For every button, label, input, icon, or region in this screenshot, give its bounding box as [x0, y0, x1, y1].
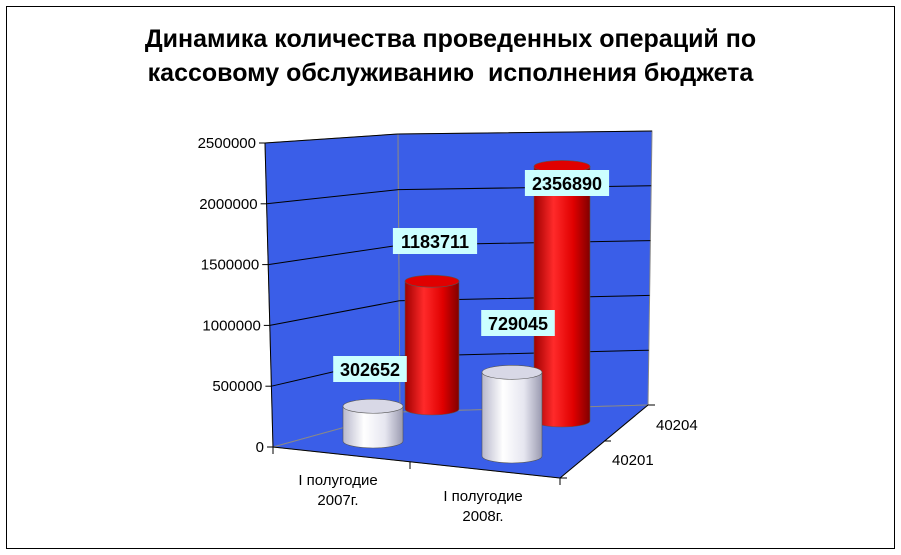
bar-40201-1: [342, 398, 404, 449]
bar-40201-1-body: [342, 405, 404, 449]
series-label-40204: 40204: [656, 417, 698, 434]
data-label-40204-1: 1183711: [401, 232, 469, 252]
y-tick-label: 1500000: [201, 257, 259, 274]
data-labels: 302652 729045 1183711 2356890: [333, 170, 610, 382]
bar-40204-1-top: [404, 274, 460, 288]
bar-40201-1-top: [342, 398, 404, 414]
bars: [342, 160, 591, 464]
bar-40204-1: [404, 274, 460, 416]
axes: [259, 142, 655, 485]
series-label-40201: 40201: [612, 452, 654, 469]
chart-title-line-1: Динамика количества проведенных операций…: [144, 25, 757, 53]
data-label-40204-2: 2356890: [532, 174, 602, 194]
y-tick-label: 0: [256, 439, 264, 456]
data-label-bg: [333, 356, 407, 382]
data-label-bg: [524, 170, 610, 196]
data-label-bg: [392, 228, 478, 254]
x-axis: [272, 446, 561, 479]
tick-labels: 0 500000 1000000 1500000 2000000 2500000 I пол…: [198, 135, 698, 525]
bar-40204-1-body: [404, 280, 460, 416]
bar-40204-2-body: [533, 166, 591, 428]
data-label-40201-2: 729045: [488, 314, 548, 334]
y-tick-label: 500000: [212, 378, 262, 395]
chart-title: Динамика количества проведенных операций…: [0, 22, 901, 90]
y-tick-label: 2000000: [199, 196, 257, 213]
bar-40201-2: [481, 365, 543, 464]
gridline: [264, 130, 653, 144]
category-label: I полугодие: [298, 472, 377, 489]
y-axis: [264, 142, 274, 448]
bar-40201-2-top: [481, 365, 543, 380]
y-tick-label: 2500000: [198, 135, 256, 152]
data-label-bg: [481, 310, 555, 336]
chart-title-line-2: кассовому обслуживанию исполнения бюджет…: [147, 59, 754, 87]
data-label-40201-1: 302652: [340, 360, 400, 380]
y-tick-label: 1000000: [202, 317, 260, 334]
category-label: 2008г.: [462, 508, 503, 525]
bar-40201-2-body: [481, 372, 543, 464]
category-label: 2007г.: [317, 492, 358, 509]
category-label: I полугодие: [443, 488, 522, 505]
bar-40204-2: [533, 160, 591, 428]
